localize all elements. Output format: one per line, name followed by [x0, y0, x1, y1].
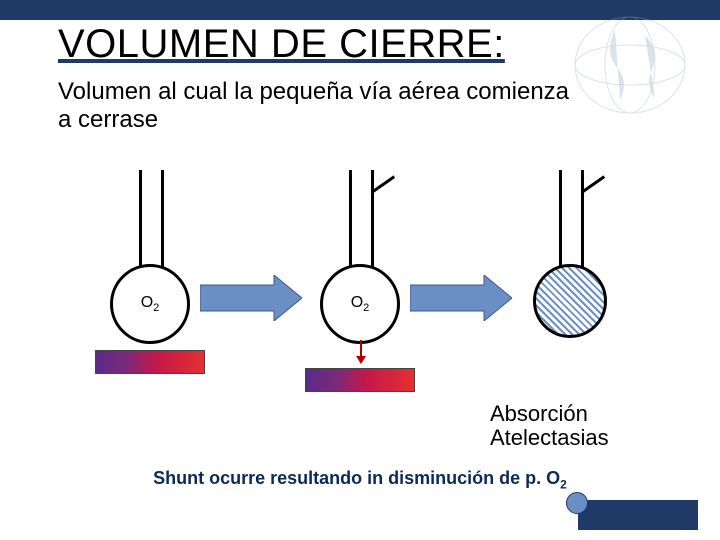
capillary-bar: [305, 368, 415, 392]
airway-wall-left: [139, 170, 142, 270]
globe-logo: [560, 10, 700, 120]
footer-logo: [578, 500, 698, 530]
airway-wall-right: [581, 170, 584, 270]
page-title: VOLUMEN DE CIERRE:: [58, 22, 505, 67]
absorption-line2: Atelectasias: [490, 425, 609, 450]
subtitle-line1: Volumen al cual la pequeña vía aérea com…: [58, 78, 569, 105]
shunt-prefix: Shunt ocurre resultando in disminución d…: [153, 468, 560, 488]
airway-closure-gate: [372, 175, 395, 192]
transition-arrow-1: [200, 275, 302, 321]
oxygen-diffusion-arrow: [360, 340, 362, 358]
alveolus-o2-label: O2: [110, 294, 190, 314]
airway-wall-right: [161, 170, 164, 270]
airway-wall-left: [349, 170, 352, 270]
absorption-line1: Absorción: [490, 401, 588, 426]
page-subtitle: Volumen al cual la pequeña vía aérea com…: [58, 78, 569, 133]
alveolus-o2-label: O2: [320, 294, 400, 314]
airway-wall-right: [371, 170, 374, 270]
airway-closure-gate: [582, 175, 605, 192]
transition-arrow-2: [410, 275, 512, 321]
diagram-area: O2 O2: [0, 170, 720, 400]
shunt-sub: 2: [560, 478, 567, 492]
shunt-text: Shunt ocurre resultando in disminución d…: [0, 468, 720, 492]
alveolus-collapsed: [533, 264, 607, 338]
subtitle-line2: a cerrase: [58, 106, 569, 134]
absorption-label: Absorción Atelectasias: [490, 402, 609, 450]
airway-wall-left: [559, 170, 562, 270]
alveolus-unit-3: [510, 170, 670, 400]
capillary-bar: [95, 350, 205, 374]
